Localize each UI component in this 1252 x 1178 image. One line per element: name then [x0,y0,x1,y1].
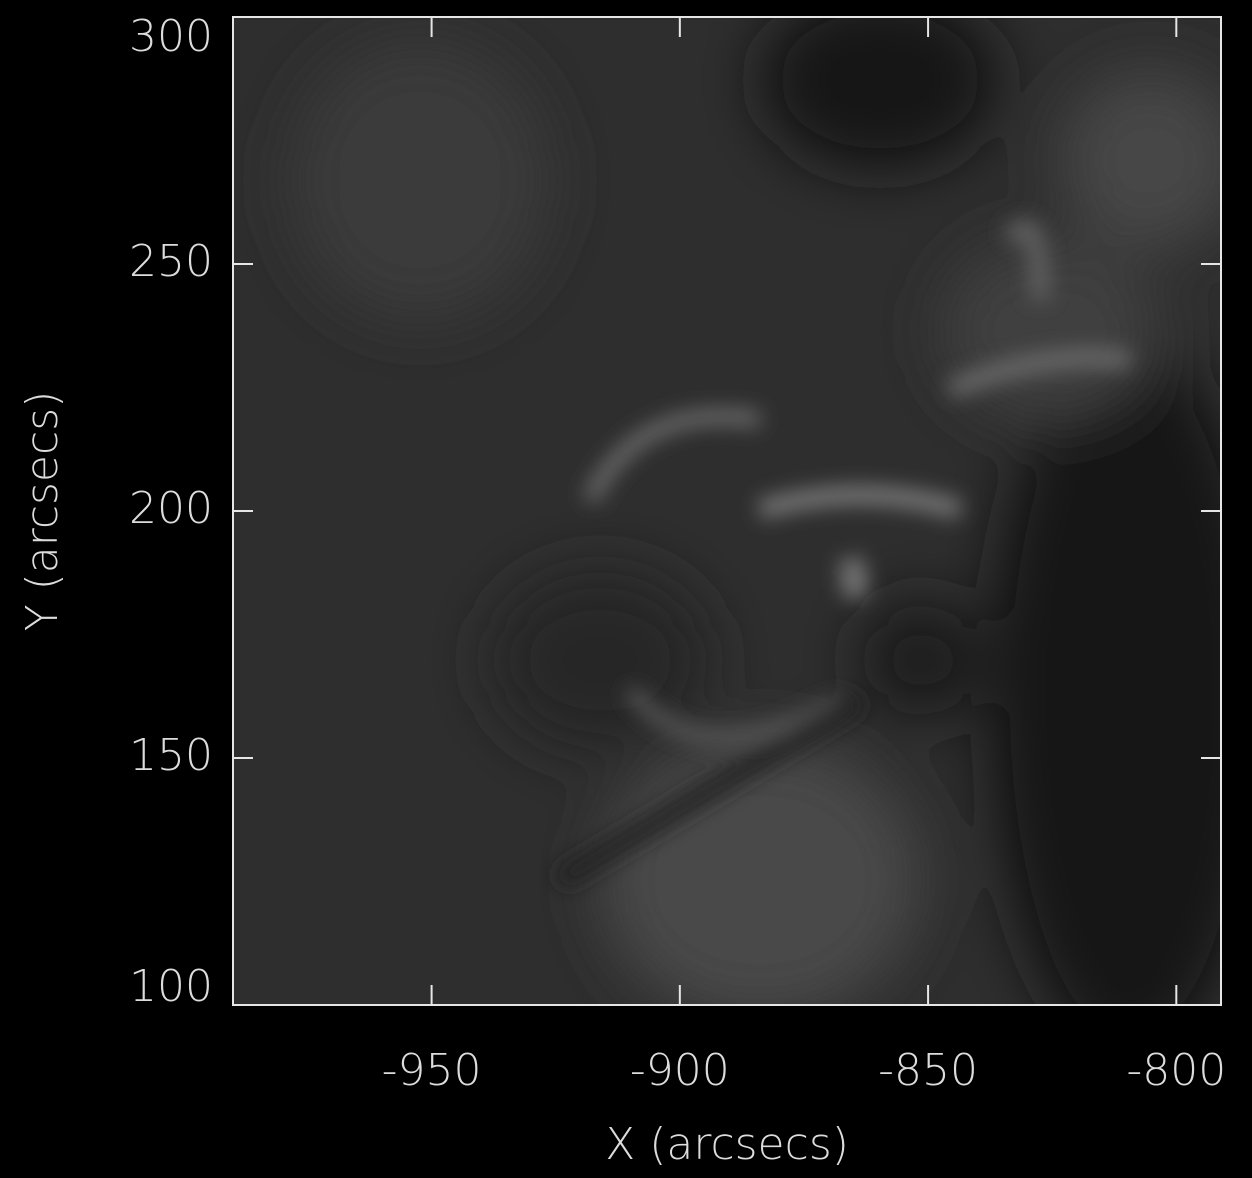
y-tick-label: 300 [129,11,213,62]
chart: X (arcsecs) Y (arcsecs) -950 -900 -850 -800… [0,0,1252,1178]
y-axis-label: Y (arcsecs) [17,391,68,632]
y-tick-label: 250 [129,236,213,287]
x-tick-label: -900 [630,1045,730,1096]
page: X (arcsecs) Y (arcsecs) -950 -900 -850 -800… [0,0,1252,1178]
y-tick-label: 100 [129,961,213,1012]
x-tick-label: -800 [1126,1045,1226,1096]
y-tick-label: 150 [129,730,213,781]
solar-image [233,0,1252,1060]
x-tick-label: -950 [382,1045,482,1096]
y-tick-label: 200 [129,483,213,534]
x-axis-label: X (arcsecs) [605,1119,849,1170]
x-tick-label: -850 [878,1045,978,1096]
